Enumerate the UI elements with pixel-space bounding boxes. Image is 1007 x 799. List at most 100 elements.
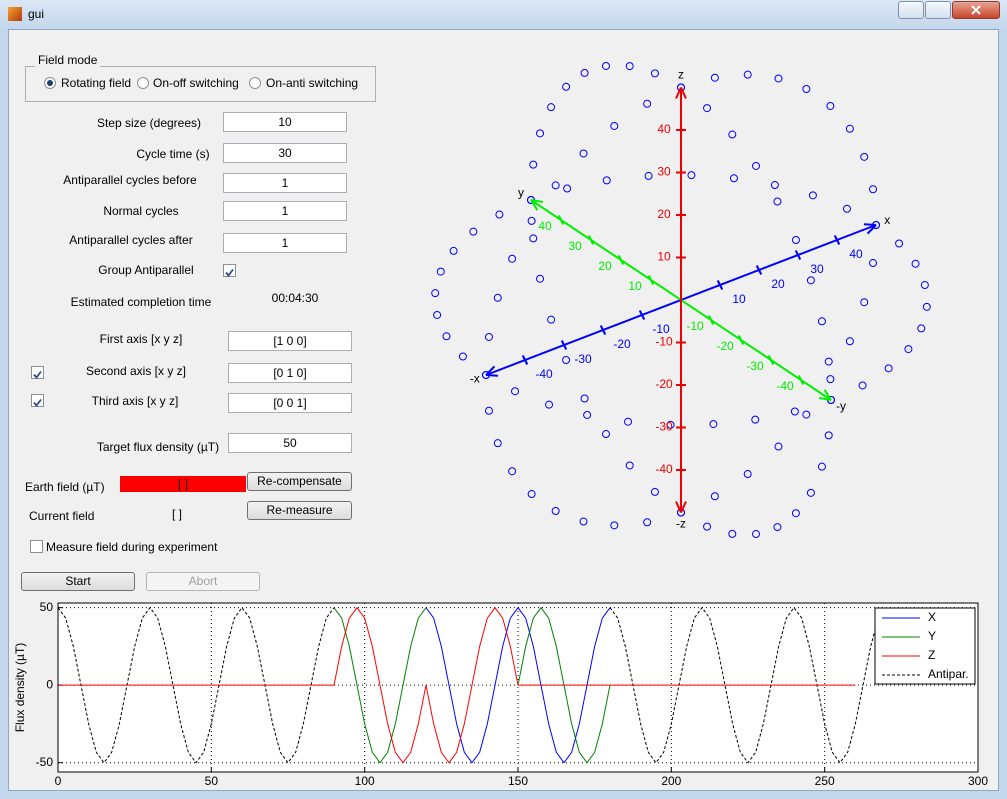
field-sample <box>895 239 904 248</box>
field-sample <box>508 467 517 476</box>
field-sample <box>884 364 893 373</box>
normal-cycles-label: Normal cycles <box>103 204 179 218</box>
field-sample <box>703 104 712 113</box>
axis-tick <box>587 235 595 245</box>
step-size-label: Step size (degrees) <box>96 116 202 130</box>
x-tick-label: 0 <box>55 774 62 788</box>
axis-tick <box>833 235 841 245</box>
recompensate-button[interactable]: Re-compensate <box>247 472 352 491</box>
abort-button: Abort <box>146 572 260 591</box>
field-sample <box>710 492 719 501</box>
field-sample <box>508 254 517 263</box>
field-sample <box>602 61 610 70</box>
close-button[interactable] <box>952 1 1000 19</box>
check-mark <box>33 398 42 407</box>
antiparallel-after-input[interactable]: 1 <box>223 233 347 253</box>
radio[interactable] <box>249 77 261 89</box>
field-sample <box>511 387 520 396</box>
checkbox[interactable] <box>223 264 236 277</box>
field-sample <box>625 461 634 470</box>
field-sample <box>774 442 783 451</box>
x-tick-label: 200 <box>661 774 681 788</box>
axis-tick-label: -20 <box>613 337 631 351</box>
axis-tick-label: 40 <box>538 219 552 233</box>
check-mark <box>33 370 42 379</box>
field-sample <box>791 236 800 245</box>
minimize-button[interactable] <box>898 1 924 19</box>
field-sample <box>687 171 696 180</box>
field-sample <box>547 315 556 324</box>
field-sample <box>743 470 752 479</box>
antiparallel-before-label: Antiparallel cycles before <box>63 173 197 187</box>
axis-tick-label: -40 <box>535 367 553 381</box>
axis-tick-label: 20 <box>657 207 671 221</box>
second-axis-input[interactable]: [0 1 0] <box>228 363 352 383</box>
field-sample <box>842 204 851 213</box>
legend-label: Antipar. <box>928 667 969 681</box>
field-sample <box>624 417 633 426</box>
title-bar: gui <box>0 0 1007 29</box>
field-sample <box>703 522 712 531</box>
radio[interactable] <box>44 77 56 89</box>
field-sample <box>752 530 760 539</box>
earth-field-label: Earth field (µT) <box>25 480 105 494</box>
step-size-input[interactable]: 10 <box>223 112 347 132</box>
plot-frame <box>57 602 979 773</box>
app-icon <box>8 7 22 21</box>
axis-tick-label: 10 <box>628 279 642 293</box>
axis-arrow <box>530 199 544 203</box>
field-sample <box>527 490 536 499</box>
axis-tick-label: 20 <box>598 259 612 273</box>
axis-tick-label: -20 <box>716 339 734 353</box>
field-sample <box>869 259 878 268</box>
field-sample <box>580 394 589 403</box>
radio-label[interactable]: On-off switching <box>153 76 239 90</box>
field-sample <box>484 332 493 341</box>
checkbox[interactable] <box>30 540 43 553</box>
axis-tick <box>557 215 565 225</box>
field-sample <box>562 82 571 91</box>
start-button[interactable]: Start <box>21 572 135 591</box>
field-sample <box>802 85 811 94</box>
x-tick-label: 150 <box>508 774 528 788</box>
field-sample <box>802 410 811 419</box>
radio-label[interactable]: Rotating field <box>61 76 132 90</box>
axis-tick <box>797 375 805 385</box>
x-tick-label: 50 <box>205 774 219 788</box>
axis-arrow <box>530 199 539 211</box>
axis-end-label: y <box>518 186 524 200</box>
cycle-time-input[interactable]: 30 <box>223 143 347 163</box>
field-sample <box>911 259 920 268</box>
field-sample <box>643 99 652 108</box>
third-axis-input[interactable]: [0 0 1] <box>228 393 352 413</box>
antiparallel-before-input[interactable]: 1 <box>223 173 347 193</box>
axis-tick <box>560 340 568 350</box>
field-sample <box>551 506 560 515</box>
remeasure-button[interactable]: Re-measure <box>247 501 352 520</box>
field-sample <box>808 191 817 200</box>
axis-end-label: -x <box>470 371 480 385</box>
field-sample <box>643 518 652 527</box>
target-flux-input[interactable]: 50 <box>228 433 352 453</box>
radio-label[interactable]: On-anti switching <box>266 76 359 90</box>
maximize-button[interactable] <box>925 1 951 19</box>
field-sample <box>774 74 783 83</box>
checkbox[interactable] <box>31 394 44 407</box>
antiparallel-after-label: Antiparallel cycles after <box>69 233 193 247</box>
field-sample <box>824 357 833 366</box>
field-sample <box>858 381 867 390</box>
normal-cycles-input[interactable]: 1 <box>223 201 347 221</box>
field-sample <box>563 184 572 193</box>
field-sample <box>580 68 589 77</box>
checkbox[interactable] <box>31 366 44 379</box>
first-axis-input[interactable]: [1 0 0] <box>228 331 352 351</box>
field-sample <box>728 130 737 139</box>
field-sample <box>666 420 675 429</box>
radio[interactable] <box>137 77 149 89</box>
field-mode-group <box>25 66 376 102</box>
axis-tick <box>767 355 775 365</box>
field-sample <box>579 517 588 526</box>
field-sample <box>824 431 833 440</box>
axis-arrow <box>823 389 832 401</box>
legend-label: X <box>928 610 936 624</box>
